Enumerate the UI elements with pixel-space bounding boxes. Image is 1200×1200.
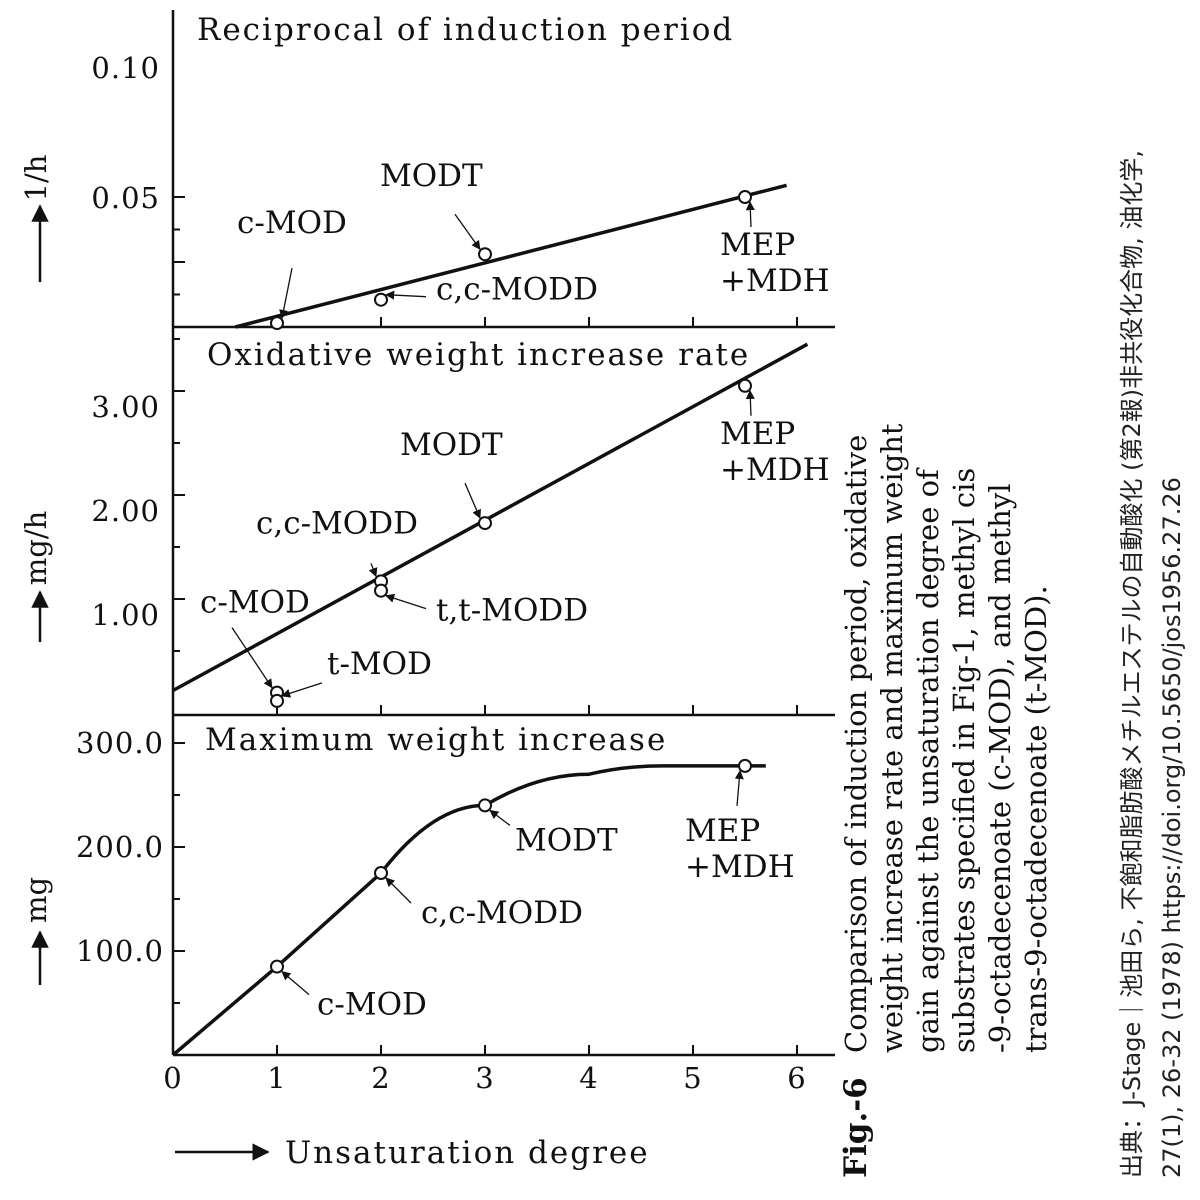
caption-line: substrates specified in Fig-1, methyl ci… [947,468,981,1053]
x-tick-label: 0 [163,1061,182,1095]
point-label: MEP [720,227,795,263]
point-label: c-MOD [200,585,310,621]
annotation-leader [745,201,755,228]
x-tick-label: 1 [267,1061,286,1095]
point-label: c,c-MODD [436,272,598,308]
y-axis-label-induction: 1/h [19,155,53,202]
chart-panel-induction: Reciprocal of induction period 0.10 0.05… [19,10,835,329]
data-point [478,516,492,531]
point-label: MODT [515,822,618,858]
source-credit: 出典：J-Stage｜池田ら, 不飽和脂肪酸メチルエステルの自動酸化 (第2報)… [1118,150,1186,1178]
annotation-leader [454,213,481,250]
y-tick-label: 0.10 [91,51,160,85]
x-tick-label: 5 [683,1061,702,1095]
caption-line: gain against the unsaturation degree of [911,467,945,1053]
data-point [478,798,492,813]
y-tick-label: 2.00 [91,494,160,528]
y-axis-label-max-weight: mg [19,877,53,923]
x-tick-labels: 0 1 2 3 4 5 6 [163,1061,806,1095]
y-tick-label: 100.0 [76,934,164,968]
point-label: c,c-MODD [256,505,418,541]
credit-line: 27(1), 26-32 (1978) https://doi.org/10.5… [1158,477,1186,1178]
point-label: c-MOD [317,987,427,1023]
point-label: +MDH [685,849,795,885]
y-tick-label: 1.00 [91,598,160,632]
data-point [270,693,284,708]
caption-line: Comparison of induction period, oxidativ… [839,435,873,1053]
panel-title-oxidative-rate: Oxidative weight increase rate [207,337,750,373]
x-axis-label: Unsaturation degree [285,1135,650,1171]
data-point [374,292,388,307]
data-point [270,316,284,331]
point-label: MEP [720,416,795,452]
annotation-leader [279,267,293,319]
point-label: c,c-MODD [421,895,583,931]
point-label: c-MOD [237,205,347,241]
caption-line: -9-octadecenoate (c-MOD), and methyl [983,483,1017,1053]
annotation-leader [281,682,323,698]
point-label: t-MOD [327,646,432,682]
data-point [374,866,388,880]
chart-panel-max-weight: Maximum weight increase 300.0 200.0 100.… [19,715,835,1171]
annotation-leader [489,809,511,826]
data-point [270,959,284,974]
y-tick-label: 0.05 [91,181,160,215]
chart-marks: c-MODc,c-MODDMODTMEP+MDHc-MODt-MODc,c-MO… [171,158,830,1057]
data-point [738,190,752,204]
figure-label: Fig.-6 [838,1077,874,1178]
y-tick-label: 3.00 [91,390,160,424]
annotation-leader [745,389,755,416]
point-label: MODT [400,427,503,463]
x-tick-label: 4 [579,1061,598,1095]
data-point [738,378,752,393]
y-tick-label: 300.0 [76,726,164,760]
point-label: t,t-MODD [436,593,588,629]
annotation-leader [464,482,481,519]
annotation-leader [385,593,427,610]
y-tick-label: 200.0 [76,830,164,864]
x-tick-label: 3 [475,1061,494,1095]
data-point [478,247,492,262]
y-axis-label-oxidative-rate: mg/h [19,511,53,586]
chart-panel-oxidative-rate: Oxidative weight increase rate 3.00 2.00… [19,327,835,717]
annotation-leader [385,290,427,300]
panel-title-max-weight: Maximum weight increase [205,722,667,758]
point-label: +MDH [720,263,830,299]
series-line [172,342,809,693]
panel-title-induction: Reciprocal of induction period [197,12,734,48]
annotation-leader [734,769,744,806]
annotation-leader [231,627,273,689]
data-point [738,758,752,773]
point-label: MODT [380,158,483,194]
caption-line: trans-9-octadecenoate (t-MOD). [1019,585,1053,1053]
annotation-leader [368,563,378,578]
point-label: +MDH [720,452,830,488]
figure-caption: Fig.-6 Comparison of induction period, o… [838,423,1053,1178]
caption-line: weight increase rate and maximum weight [875,423,909,1053]
data-point [374,583,388,598]
x-tick-label: 6 [787,1061,806,1095]
point-label: MEP [685,813,760,849]
series-line [234,183,788,329]
credit-line: 出典：J-Stage｜池田ら, 不飽和脂肪酸メチルエステルの自動酸化 (第2報)… [1118,150,1146,1178]
annotation-leader [281,971,310,996]
x-tick-label: 2 [371,1061,390,1095]
annotation-leader [385,877,412,904]
